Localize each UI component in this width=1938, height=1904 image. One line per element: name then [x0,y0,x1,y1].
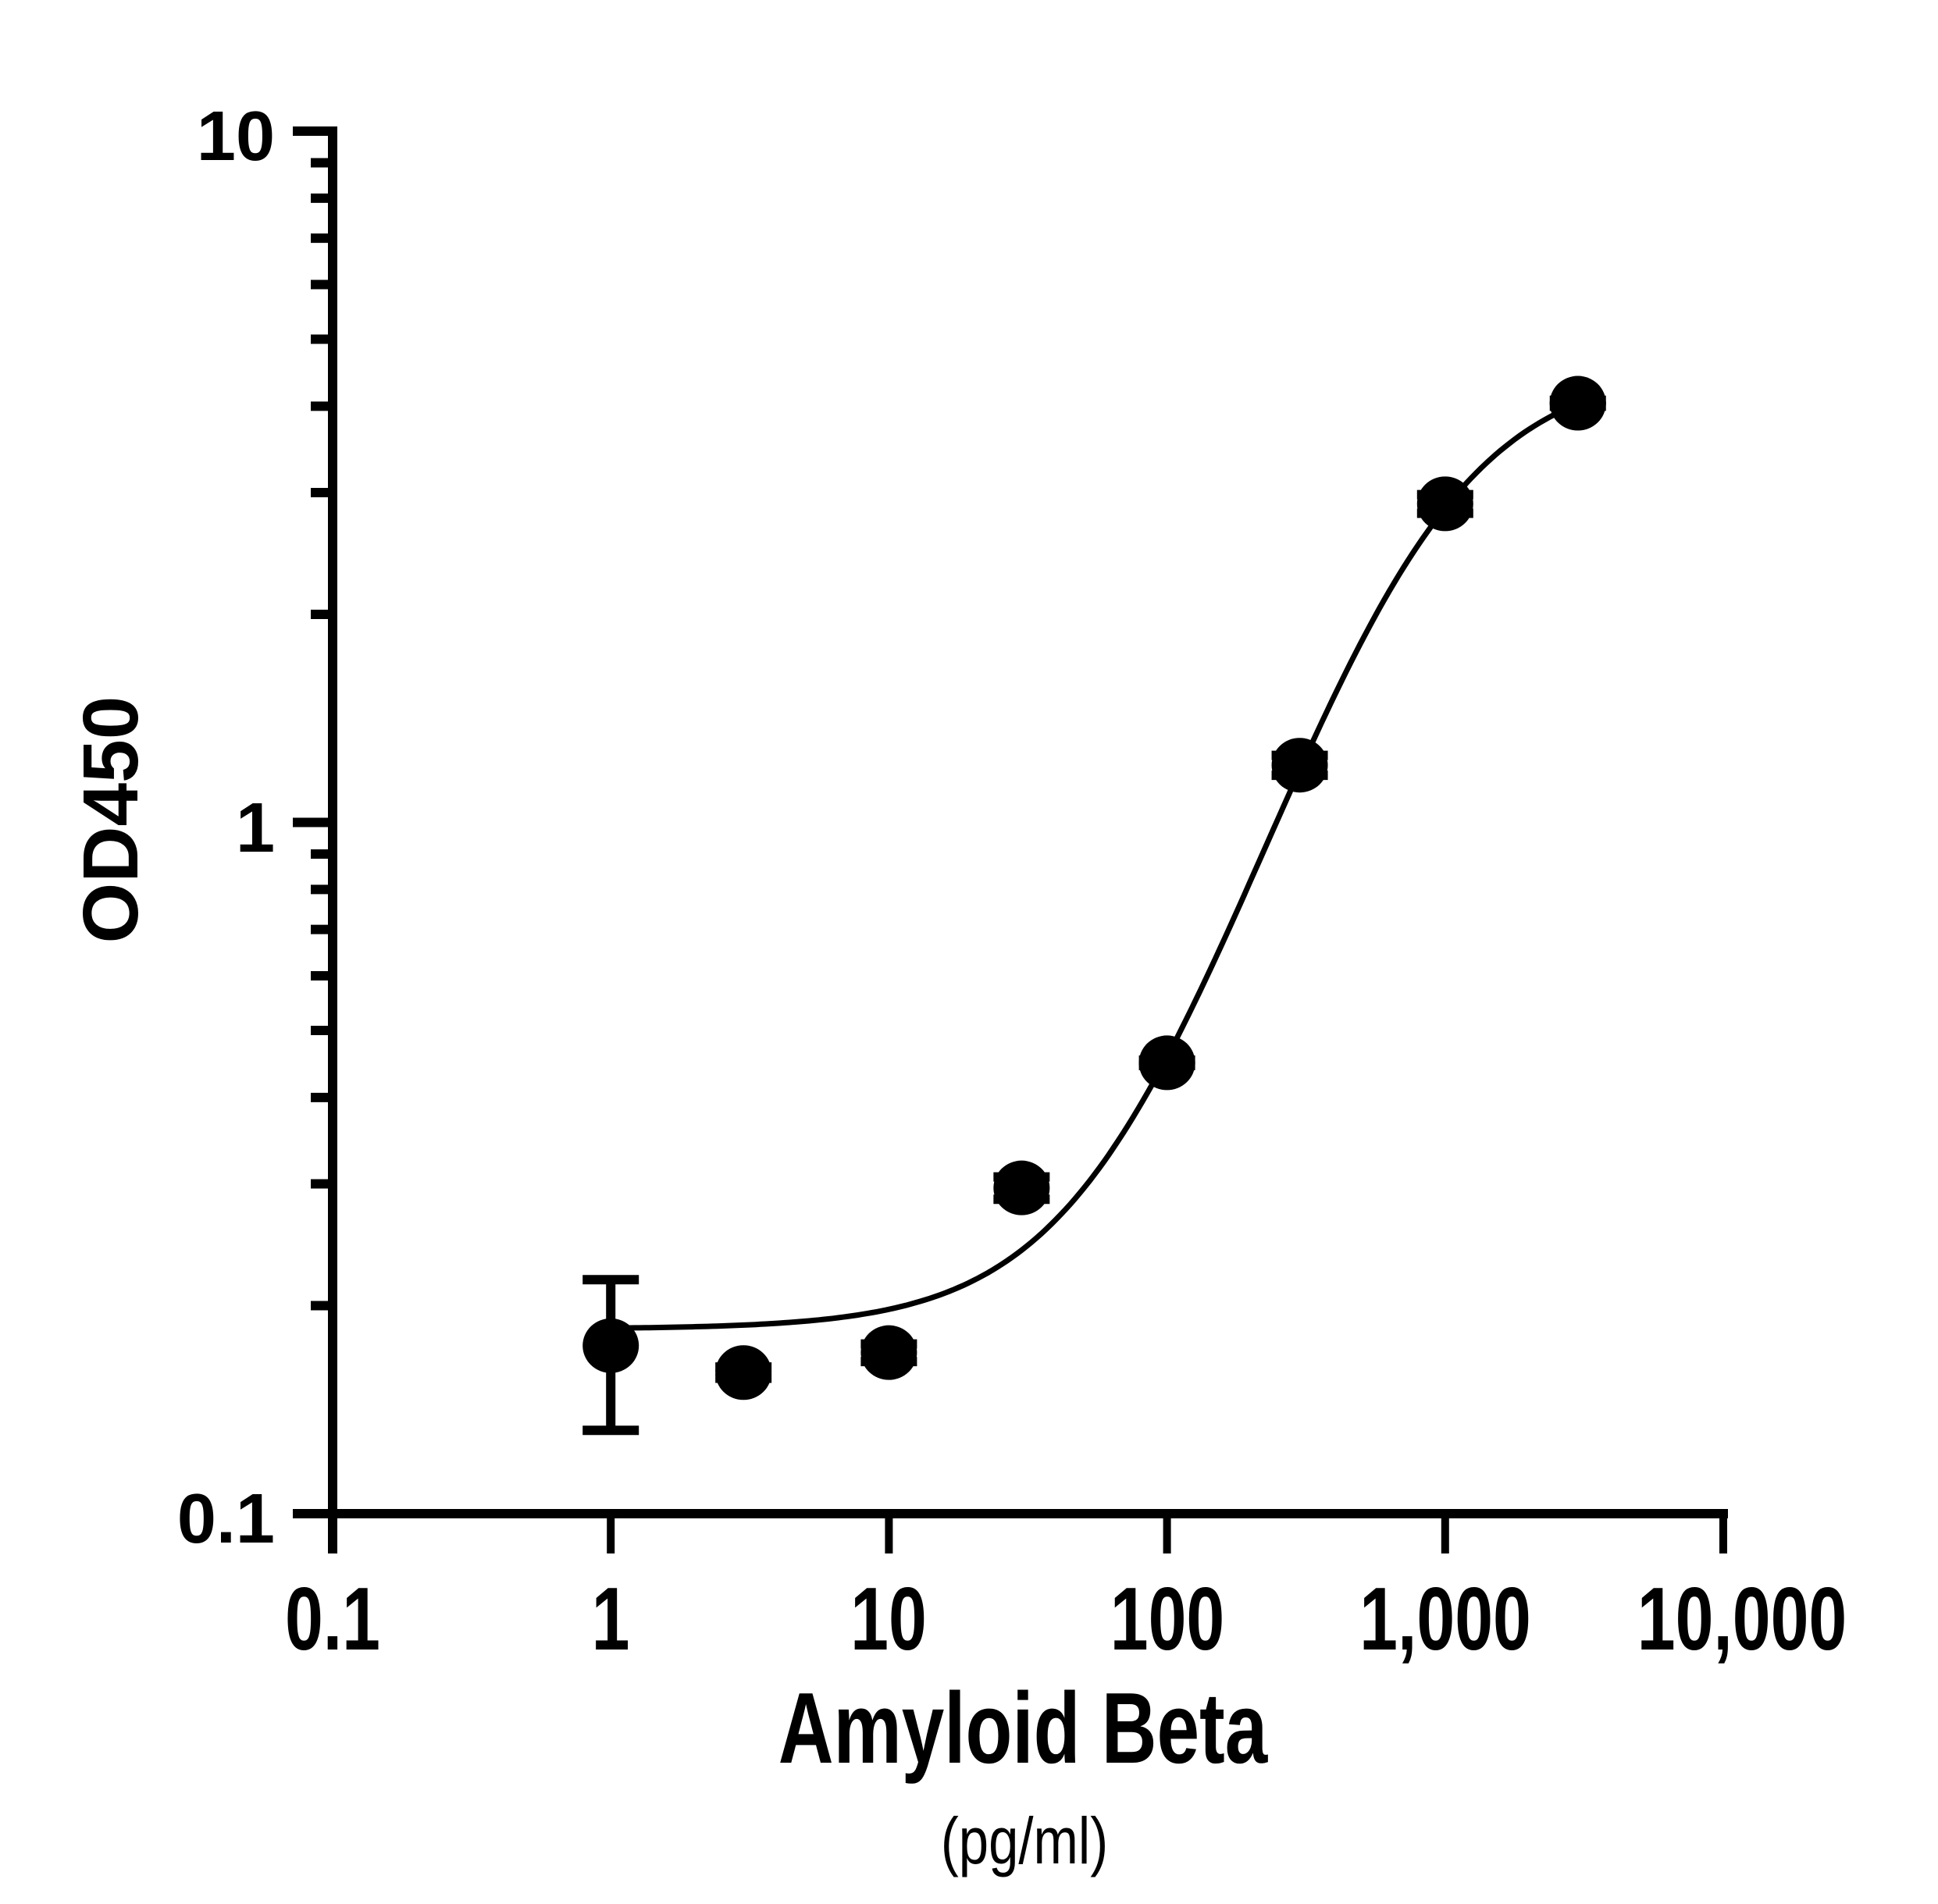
data-point-marker [582,1318,639,1373]
error-bars [582,395,1606,1436]
fit-curve-path [611,400,1580,1331]
y-tick-label: 0.1 [176,1480,275,1558]
y-tick-label: 1 [235,788,275,867]
data-point-marker [860,1325,917,1380]
data-point-marker [1271,738,1328,793]
x-axis-unit: (pg/ml) [940,1804,1109,1877]
data-point-marker [1138,1035,1195,1091]
x-tick-label: 100 [1110,1570,1224,1669]
data-point-marker [993,1160,1050,1215]
y-tick-label: 10 [196,98,275,176]
data-point-marker [1416,476,1473,532]
data-points [582,375,1606,1400]
x-axis-title: Amyloid Beta [778,1672,1268,1785]
x-tick-label: 1 [591,1570,630,1669]
data-point-marker [1549,375,1606,431]
x-tick-label: 10 [850,1570,928,1669]
x-tick-label: 0.1 [284,1570,381,1669]
x-tick-label: 10,000 [1637,1570,1847,1669]
data-point-marker [715,1345,772,1400]
x-tick-label: 1,000 [1359,1570,1531,1669]
axes [293,126,1728,1553]
y-axis-title: OD450 [67,696,155,944]
fit-curve [611,400,1580,1331]
